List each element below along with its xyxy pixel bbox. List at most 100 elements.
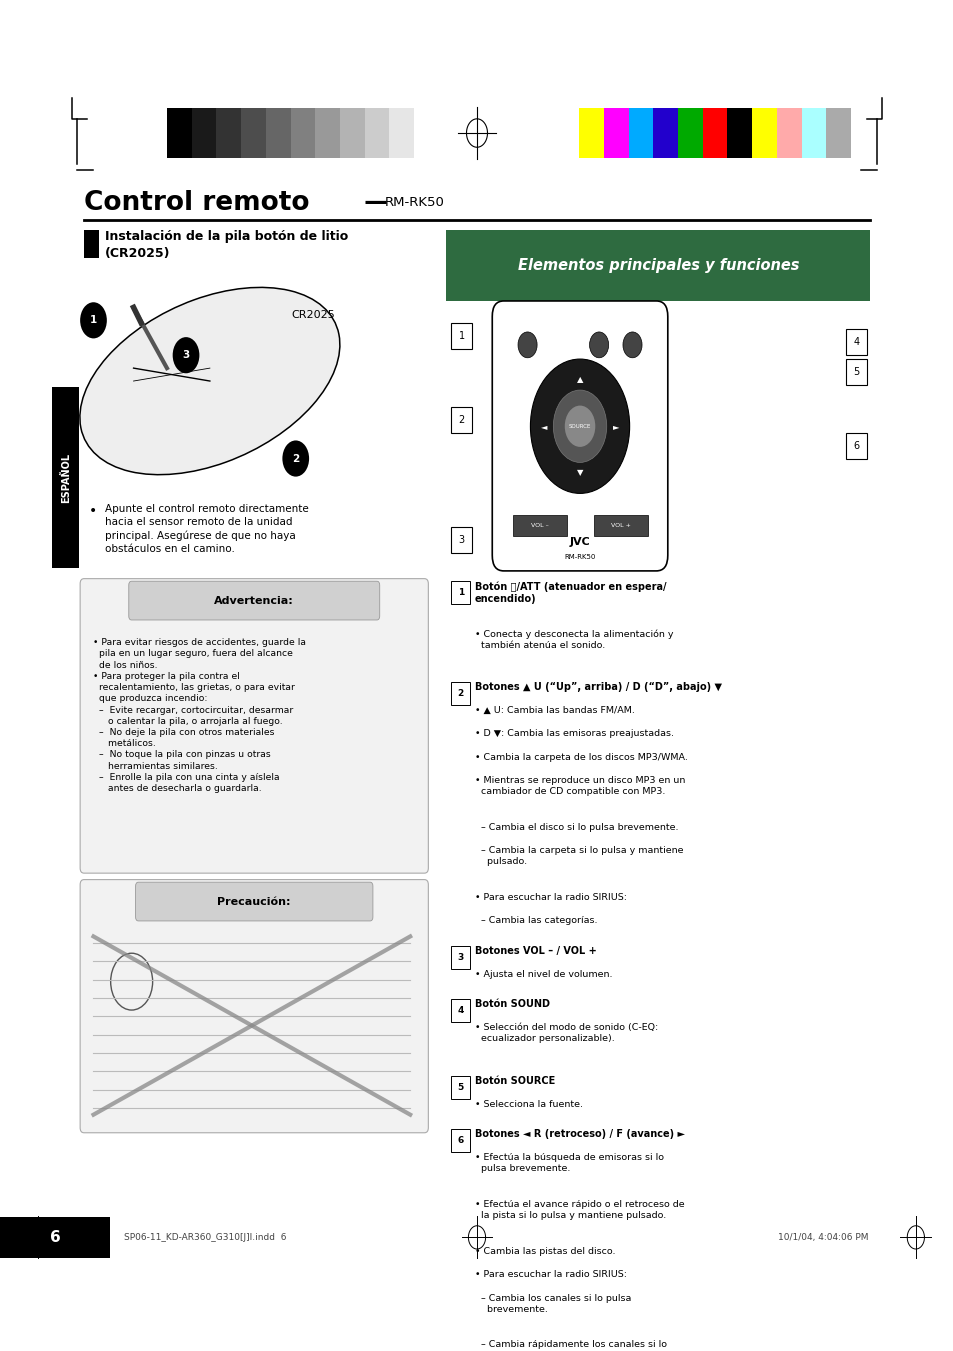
- Text: Botones ▲ U (“Up”, arriba) / D (“D”, abajo) ▼: Botones ▲ U (“Up”, arriba) / D (“D”, aba…: [475, 682, 721, 692]
- Bar: [266, 108, 291, 158]
- FancyBboxPatch shape: [80, 578, 428, 873]
- Text: Botón ⏻/ATT (atenuador en espera/
encendido): Botón ⏻/ATT (atenuador en espera/ encend…: [475, 581, 666, 604]
- Text: 4: 4: [457, 1006, 463, 1016]
- Text: • Selección del modo de sonido (C-EQ:
  ecualizador personalizable).: • Selección del modo de sonido (C-EQ: ec…: [475, 1023, 658, 1043]
- Text: Apunte el control remoto directamente
hacia el sensor remoto de la unidad
princi: Apunte el control remoto directamente ha…: [105, 504, 309, 554]
- Bar: [845, 359, 866, 385]
- Circle shape: [80, 303, 107, 338]
- Text: – Cambia las categorías.: – Cambia las categorías.: [475, 916, 597, 925]
- Bar: [451, 1000, 470, 1023]
- Bar: [594, 515, 647, 536]
- Text: – Cambia rápidamente los canales si lo
    pulsa y mantiene pulsado.: – Cambia rápidamente los canales si lo p…: [475, 1340, 666, 1351]
- Text: • Conecta y desconecta la alimentación y
  también atenúa el sonido.: • Conecta y desconecta la alimentación y…: [475, 630, 673, 650]
- Text: ◄: ◄: [540, 422, 546, 431]
- Text: • Para evitar riesgos de accidentes, guarde la
  pila en un lugar seguro, fuera : • Para evitar riesgos de accidentes, gua…: [93, 638, 306, 793]
- Bar: [0, 1217, 110, 1258]
- Text: •: •: [89, 504, 97, 517]
- Text: Control remoto: Control remoto: [84, 190, 309, 216]
- Text: • Mientras se reproduce un disco MP3 en un
  cambiador de CD compatible con MP3.: • Mientras se reproduce un disco MP3 en …: [475, 775, 685, 796]
- Text: JVC: JVC: [569, 538, 590, 547]
- Text: – Cambia los canales si lo pulsa
    brevemente.: – Cambia los canales si lo pulsa breveme…: [475, 1293, 631, 1313]
- Text: 6: 6: [457, 1136, 463, 1146]
- Bar: [578, 108, 603, 158]
- Bar: [451, 581, 470, 604]
- Circle shape: [589, 332, 608, 358]
- Bar: [653, 108, 678, 158]
- Text: ▼: ▼: [577, 469, 582, 477]
- Bar: [451, 407, 472, 432]
- Text: 1: 1: [457, 588, 463, 597]
- Bar: [628, 108, 653, 158]
- Text: Advertencia:: Advertencia:: [214, 596, 294, 605]
- Text: Instalación de la pila botón de litio
(CR2025): Instalación de la pila botón de litio (C…: [105, 230, 348, 259]
- Text: 5: 5: [457, 1084, 463, 1092]
- Bar: [339, 108, 364, 158]
- Circle shape: [530, 359, 629, 493]
- Circle shape: [172, 338, 199, 373]
- Bar: [801, 108, 825, 158]
- Text: ESPAÑOL: ESPAÑOL: [61, 453, 71, 503]
- Text: 6: 6: [50, 1229, 61, 1244]
- Bar: [446, 230, 869, 301]
- Bar: [414, 108, 438, 158]
- Text: – Cambia el disco si lo pulsa brevemente.: – Cambia el disco si lo pulsa brevemente…: [475, 823, 678, 832]
- Text: • Ajusta el nivel de volumen.: • Ajusta el nivel de volumen.: [475, 970, 612, 978]
- Text: • ▲ U: Cambia las bandas FM/AM.: • ▲ U: Cambia las bandas FM/AM.: [475, 705, 635, 715]
- Circle shape: [517, 332, 537, 358]
- Bar: [451, 1075, 470, 1100]
- Bar: [84, 230, 99, 258]
- Bar: [167, 108, 192, 158]
- Ellipse shape: [80, 288, 339, 474]
- Text: Botón SOURCE: Botón SOURCE: [475, 1075, 555, 1086]
- Text: 2: 2: [292, 454, 299, 463]
- Text: • D ▼: Cambia las emisoras preajustadas.: • D ▼: Cambia las emisoras preajustadas.: [475, 730, 674, 738]
- Text: Precaución:: Precaución:: [217, 897, 291, 907]
- Bar: [845, 330, 866, 355]
- Text: 6: 6: [853, 440, 859, 451]
- Text: 10/1/04, 4:04:06 PM: 10/1/04, 4:04:06 PM: [777, 1233, 867, 1242]
- Bar: [451, 1129, 470, 1152]
- Text: • Efectúa la búsqueda de emisoras si lo
  pulsa brevemente.: • Efectúa la búsqueda de emisoras si lo …: [475, 1152, 663, 1173]
- Text: 1: 1: [458, 331, 464, 340]
- Text: SP06-11_KD-AR360_G310[J]I.indd  6: SP06-11_KD-AR360_G310[J]I.indd 6: [124, 1233, 286, 1242]
- Bar: [451, 323, 472, 349]
- FancyBboxPatch shape: [80, 880, 428, 1132]
- Text: RM-RK50: RM-RK50: [384, 196, 444, 209]
- Text: Botón SOUND: Botón SOUND: [475, 1000, 550, 1009]
- Text: —: —: [355, 190, 395, 213]
- Circle shape: [564, 405, 595, 447]
- Text: RM-RK50: RM-RK50: [564, 554, 595, 559]
- Bar: [776, 108, 801, 158]
- Text: • Efectúa el avance rápido o el retroceso de
  la pista si lo pulsa y mantiene p: • Efectúa el avance rápido o el retroces…: [475, 1200, 684, 1220]
- Bar: [364, 108, 389, 158]
- Text: • Cambia las pistas del disco.: • Cambia las pistas del disco.: [475, 1247, 615, 1255]
- Text: 3: 3: [457, 952, 463, 962]
- Text: CR2025: CR2025: [291, 309, 335, 320]
- FancyBboxPatch shape: [135, 882, 373, 921]
- Text: 4: 4: [853, 338, 859, 347]
- Bar: [291, 108, 314, 158]
- Text: Elementos principales y funciones: Elementos principales y funciones: [517, 258, 799, 273]
- Circle shape: [553, 390, 606, 462]
- Text: • Para escuchar la radio SIRIUS:: • Para escuchar la radio SIRIUS:: [475, 893, 626, 902]
- Bar: [389, 108, 414, 158]
- Text: • Para escuchar la radio SIRIUS:: • Para escuchar la radio SIRIUS:: [475, 1270, 626, 1279]
- Bar: [52, 388, 79, 569]
- Bar: [603, 108, 628, 158]
- Bar: [845, 432, 866, 458]
- FancyBboxPatch shape: [129, 581, 379, 620]
- Text: 2: 2: [458, 415, 464, 424]
- Bar: [451, 682, 470, 705]
- Text: 3: 3: [458, 535, 464, 544]
- Circle shape: [282, 440, 309, 477]
- Bar: [241, 108, 266, 158]
- Bar: [678, 108, 702, 158]
- Bar: [451, 527, 472, 553]
- Bar: [513, 515, 566, 536]
- Text: ►: ►: [613, 422, 618, 431]
- Text: VOL –: VOL –: [531, 523, 548, 528]
- Text: SOURCE: SOURCE: [568, 424, 591, 428]
- Text: 3: 3: [182, 350, 190, 361]
- Text: VOL +: VOL +: [611, 523, 630, 528]
- Text: • Cambia la carpeta de los discos MP3/WMA.: • Cambia la carpeta de los discos MP3/WM…: [475, 753, 687, 762]
